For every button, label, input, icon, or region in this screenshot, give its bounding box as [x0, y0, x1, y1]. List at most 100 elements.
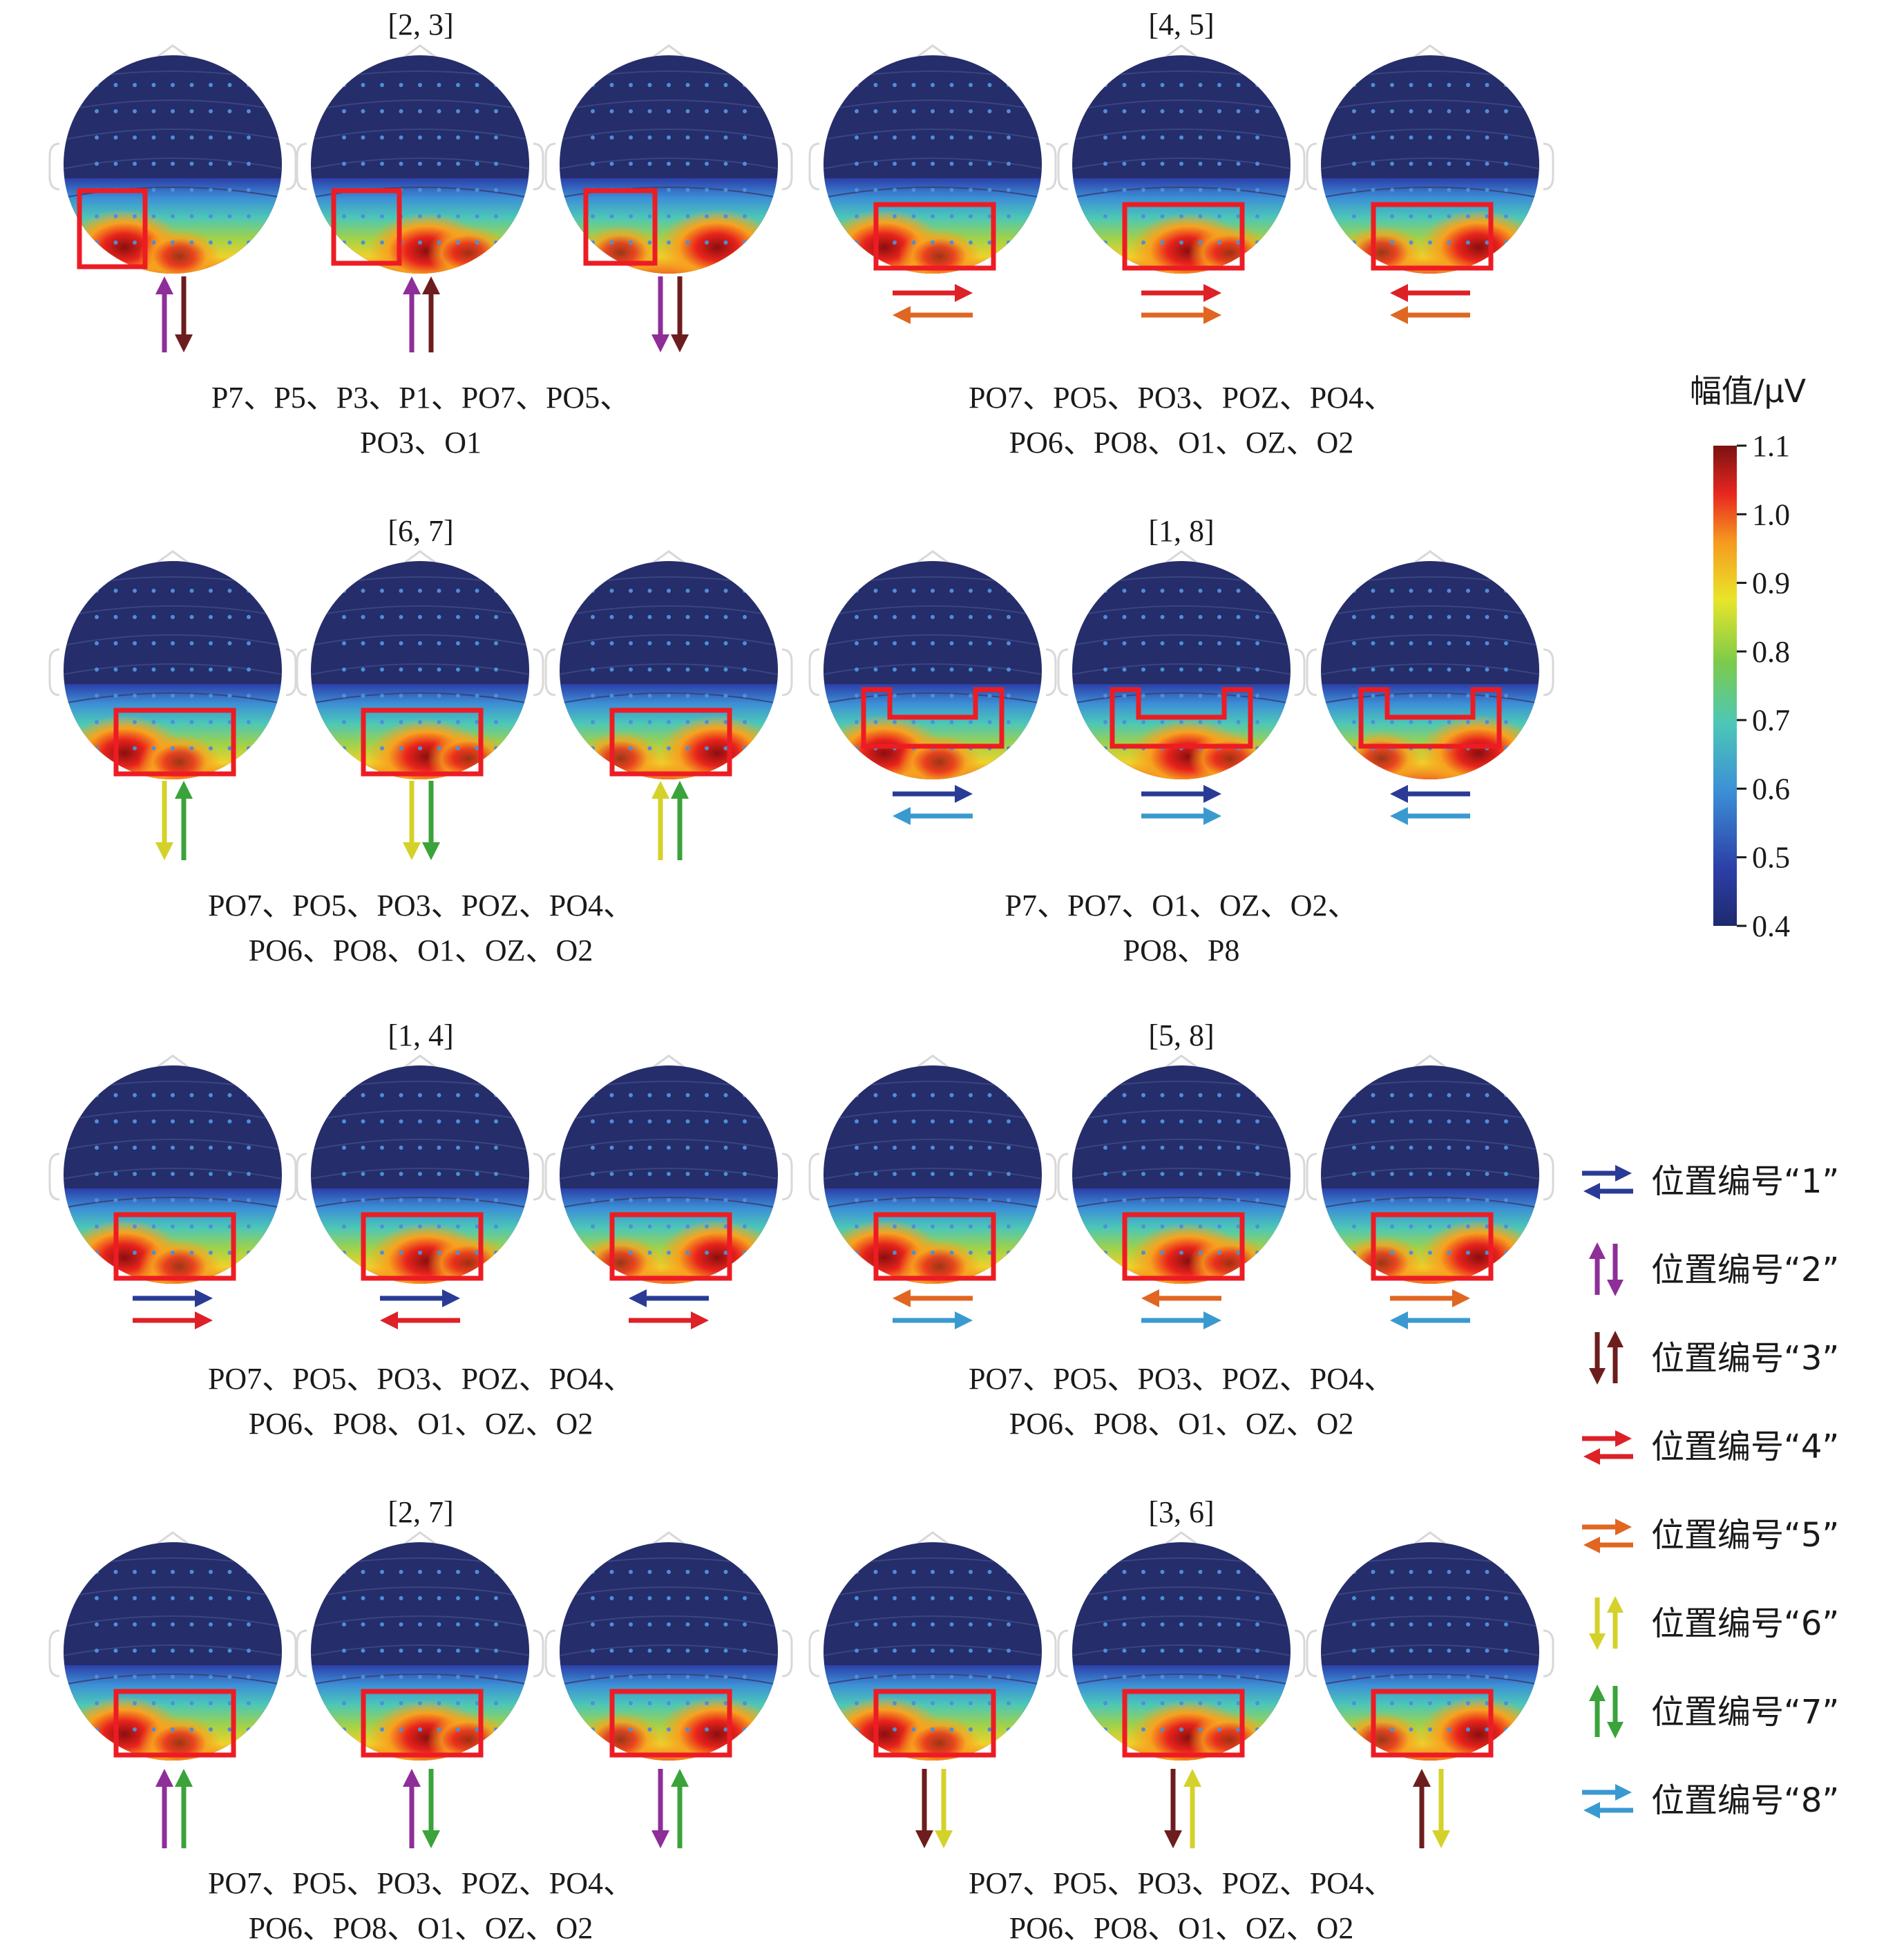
electrode-dot: [1466, 1172, 1470, 1176]
electrode-dot: [629, 83, 633, 87]
arrowhead: [442, 1289, 460, 1307]
contour-line: [1321, 1110, 1539, 1121]
electrode-dot: [1466, 1251, 1470, 1255]
electrode-dot: [609, 1119, 614, 1123]
electrode-dot: [873, 1198, 878, 1202]
contour-line: [311, 663, 529, 675]
contour-line: [560, 1586, 778, 1598]
electrode-dot: [342, 1172, 346, 1176]
electrode-dot: [629, 1224, 633, 1229]
arrowhead: [651, 334, 669, 352]
ear-outline: [808, 1153, 820, 1201]
electrode-dot: [647, 1119, 652, 1123]
stimulus-arrow-pair: [651, 781, 689, 860]
electrode-dot: [685, 1727, 690, 1732]
electrode-dot: [361, 1649, 365, 1653]
activation-peak: [1188, 1712, 1271, 1761]
electrode-dot: [1217, 83, 1221, 87]
electrode-dot: [931, 83, 935, 87]
arrowhead: [1164, 1830, 1182, 1848]
electrode-dot: [342, 1675, 346, 1679]
electrode-dot: [1371, 694, 1375, 698]
electrode-dot: [873, 162, 878, 166]
activation-peak: [138, 734, 221, 779]
electrode-dot: [456, 1172, 460, 1176]
electrode-dot: [113, 694, 118, 698]
electrode-dot: [949, 1649, 954, 1653]
electrode-dot: [1122, 1675, 1127, 1679]
electrode-dot: [723, 720, 728, 724]
contour-line: [311, 1197, 529, 1208]
electrode-dot: [1447, 1596, 1451, 1600]
electrode-dot: [987, 1701, 992, 1705]
electrode-dot: [475, 1727, 479, 1732]
electrode-dot: [1007, 214, 1011, 218]
electrode-dot: [475, 1570, 479, 1574]
electrode-dot: [1352, 1727, 1356, 1732]
electrode-dot: [1122, 720, 1127, 724]
colorbar: 幅值/μV1.11.00.90.80.70.60.50.4: [1690, 372, 1807, 943]
electrode-dot: [1103, 1172, 1107, 1176]
electrode-dot: [342, 720, 346, 724]
electrode-dot: [647, 135, 652, 140]
electrode-dot: [629, 1172, 633, 1176]
electrode-dot: [705, 1119, 709, 1123]
electrode-dot: [1447, 1172, 1451, 1176]
electrode-dot: [949, 1172, 954, 1176]
ear-outline: [1057, 1153, 1069, 1201]
electrode-dot: [1255, 615, 1259, 619]
electrode-dot: [209, 1570, 213, 1574]
scalp-topomap: [1306, 44, 1554, 274]
electrode-dot: [1409, 694, 1413, 698]
electrode-dot: [685, 641, 690, 645]
electrode-dot: [437, 1622, 441, 1626]
electrode-dot: [189, 162, 194, 166]
nose-outline: [1414, 1054, 1446, 1068]
electrode-dot: [893, 83, 897, 87]
electrode-dot: [399, 746, 403, 750]
electrode-dot: [95, 1727, 99, 1732]
electrode-dot: [133, 1119, 137, 1123]
electrode-dot: [437, 589, 441, 593]
electrode-dot: [1352, 162, 1356, 166]
electrode-dot: [1217, 1251, 1221, 1255]
arrowhead: [1589, 1242, 1606, 1259]
electrode-dot: [629, 1251, 633, 1255]
electrode-dot: [1179, 641, 1183, 645]
arrowhead: [1203, 284, 1221, 302]
electrode-dot: [987, 1727, 992, 1732]
electrode-dot: [1236, 641, 1241, 645]
electrode-dot: [949, 1727, 954, 1732]
region-highlight-box: [1371, 1689, 1494, 1758]
electrode-dot: [1447, 589, 1451, 593]
electrode-dot: [1390, 1251, 1394, 1255]
electrode-dot: [209, 589, 213, 593]
electrode-dot: [1122, 83, 1127, 87]
electrode-dot: [705, 1701, 709, 1705]
arrowhead: [155, 842, 173, 860]
nose-outline: [404, 550, 436, 564]
electrode-dot: [342, 615, 346, 619]
electrode-dot: [171, 641, 175, 645]
activation-peak: [658, 715, 776, 779]
electrode-dot: [342, 1146, 346, 1150]
contour-line: [1072, 99, 1291, 111]
electrode-dot: [949, 1596, 954, 1600]
electrode-dot: [723, 1224, 728, 1229]
electrode-dot: [171, 135, 175, 140]
nose-outline: [404, 44, 436, 58]
electrode-dot: [1236, 1701, 1241, 1705]
electrode-dot: [1198, 589, 1203, 593]
electrode-dot: [1198, 1119, 1203, 1123]
electrode-dot: [494, 1727, 498, 1732]
electrode-dot: [723, 589, 728, 593]
electrode-dot: [380, 667, 384, 672]
ear-outline: [1045, 648, 1057, 696]
electrode-dot: [1390, 1701, 1394, 1705]
channel-list-line: PO6、PO8、O1、OZ、O2: [1009, 1407, 1354, 1441]
electrode-dot: [95, 1146, 99, 1150]
electrode-dot: [1352, 720, 1356, 724]
electrode-dot: [151, 1251, 156, 1255]
region-highlight-box: [583, 188, 658, 266]
electrode-dot: [647, 1649, 652, 1653]
